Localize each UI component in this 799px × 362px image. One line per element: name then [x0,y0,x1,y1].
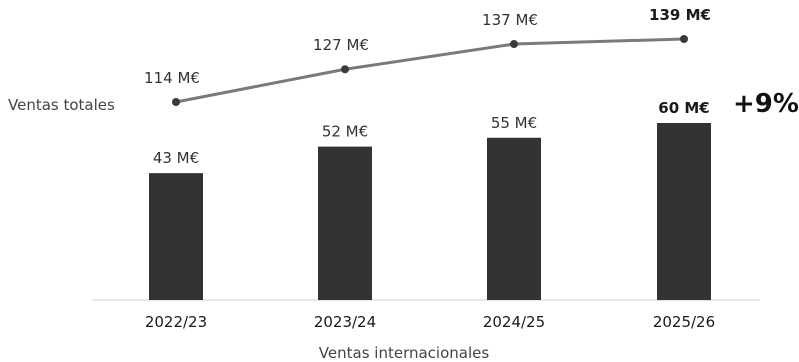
bar-value-label: 52 M€ [322,123,368,141]
line-value-label: 114 M€ [144,69,200,87]
bar-2025-26 [657,123,711,300]
bar-value-label: 55 M€ [491,114,537,132]
line-value-label: 137 M€ [482,11,538,29]
bar-2024-25 [487,137,541,300]
line-series [172,35,688,106]
line-point [680,35,688,43]
bar-value-labels: 43 M€ 52 M€ 55 M€ 60 M€ [153,99,710,167]
x-tick-labels: 2022/23 2023/24 2024/25 2025/26 [145,313,715,331]
x-axis-title: Ventas internacionales [319,344,490,362]
line-point [510,40,518,49]
bar-2023-24 [318,146,372,300]
line-point [172,98,180,106]
line-value-label: 139 M€ [649,6,711,24]
line-value-labels: 114 M€ 127 M€ 137 M€ 139 M€ [144,6,711,87]
line-value-label: 127 M€ [313,36,369,54]
line-point [341,65,349,74]
bar-value-label: 43 M€ [153,149,199,167]
bar-2022-23 [149,173,203,300]
line-series-label: Ventas totales [8,96,115,114]
x-tick-label: 2023/24 [314,313,376,331]
total-sales-line [175,37,685,104]
change-percentage: +9% [733,89,799,119]
x-tick-label: 2024/25 [483,313,545,331]
x-tick-label: 2022/23 [145,313,207,331]
bar-series [149,123,711,300]
x-tick-label: 2025/26 [653,313,715,331]
bar-value-label: 60 M€ [658,99,709,117]
